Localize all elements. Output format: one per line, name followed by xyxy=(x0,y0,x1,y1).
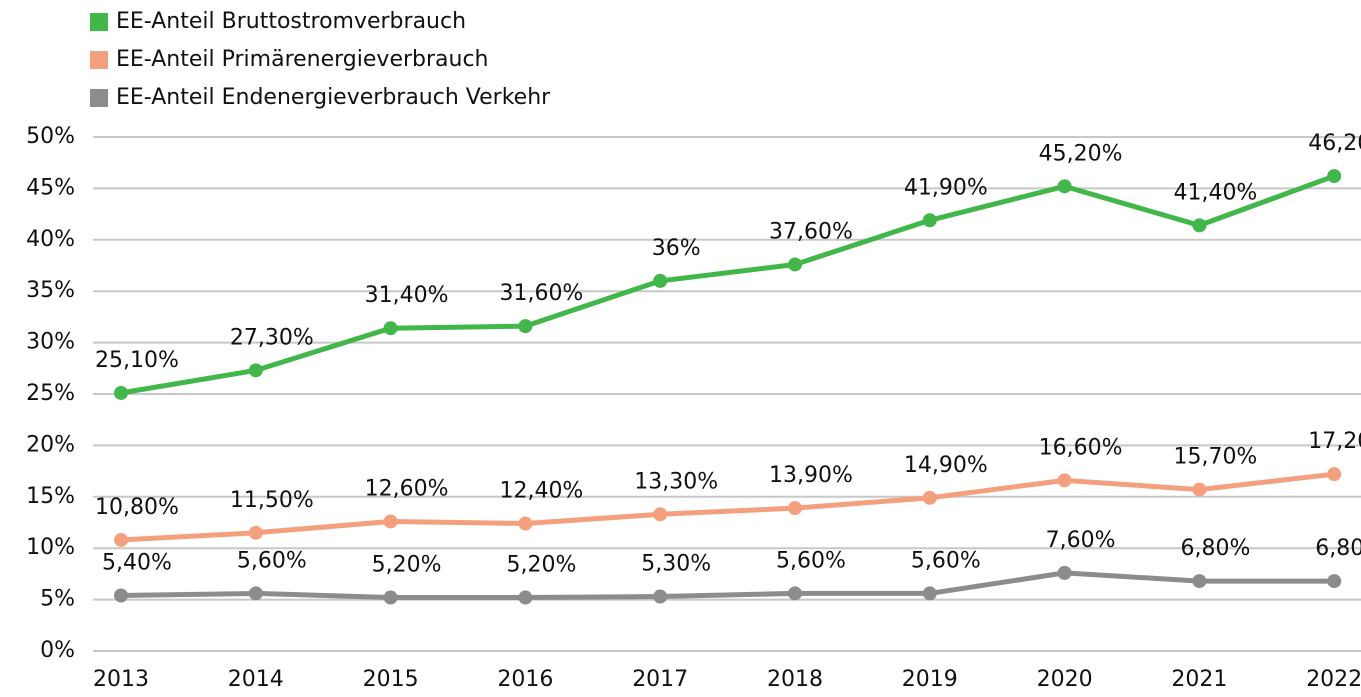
y-tick-label: 20% xyxy=(26,432,75,457)
data-point xyxy=(788,257,802,272)
data-point xyxy=(653,589,668,604)
data-point xyxy=(922,586,937,601)
x-tick-label: 2020 xyxy=(1037,667,1093,692)
data-label: 15,70% xyxy=(1173,445,1257,470)
data-point xyxy=(1057,565,1072,580)
legend-label: EE-Anteil Primärenergieverbrauch xyxy=(116,47,489,72)
data-point xyxy=(248,586,263,601)
data-label: 45,20% xyxy=(1039,141,1123,166)
data-label: 5,40% xyxy=(102,550,172,575)
data-label: 7,60% xyxy=(1046,528,1116,553)
series-line xyxy=(120,471,1335,543)
legend-label: EE-Anteil Endenergieverbrauch Verkehr xyxy=(116,85,551,110)
y-tick-label: 50% xyxy=(26,124,75,149)
y-tick-label: 40% xyxy=(26,227,75,252)
data-label: 13,30% xyxy=(634,469,718,494)
y-tick-label: 45% xyxy=(26,175,75,200)
data-point xyxy=(518,590,533,605)
data-point xyxy=(114,385,128,400)
x-tick-label: 2016 xyxy=(497,667,553,692)
data-label: 14,90% xyxy=(904,453,988,478)
data-label: 5,20% xyxy=(372,553,442,578)
data-label: 41,90% xyxy=(904,175,988,200)
data-point xyxy=(922,490,937,505)
data-point xyxy=(383,514,398,529)
legend-swatch xyxy=(90,89,108,107)
data-label: 5,60% xyxy=(776,548,846,573)
data-point xyxy=(114,532,128,547)
y-tick-label: 10% xyxy=(26,535,75,560)
data-label: 31,60% xyxy=(499,281,583,306)
data-label: 5,60% xyxy=(911,548,981,573)
data-point xyxy=(653,273,668,288)
data-point xyxy=(1057,179,1072,194)
data-label: 31,40% xyxy=(365,283,449,308)
x-tick-label: 2022 xyxy=(1306,667,1361,692)
y-tick-label: 0% xyxy=(40,638,75,663)
series-line xyxy=(120,173,1336,396)
data-point xyxy=(114,588,128,603)
x-tick-label: 2013 xyxy=(93,667,149,692)
data-label: 36% xyxy=(652,236,701,261)
data-point xyxy=(1192,574,1207,589)
data-label: 17,20% xyxy=(1308,429,1361,454)
data-point xyxy=(1327,169,1342,184)
x-tick-label: 2019 xyxy=(902,667,958,692)
data-point xyxy=(788,501,802,516)
x-tick-label: 2018 xyxy=(767,667,823,692)
data-label: 25,10% xyxy=(95,348,179,373)
data-point xyxy=(248,525,263,540)
y-tick-label: 25% xyxy=(26,381,75,406)
data-label: 11,50% xyxy=(230,488,314,513)
data-point xyxy=(383,321,398,336)
data-point xyxy=(518,516,533,531)
data-point xyxy=(383,590,398,605)
series-line xyxy=(120,570,1335,601)
data-label: 27,30% xyxy=(230,325,314,350)
data-point xyxy=(1057,473,1072,488)
x-tick-label: 2015 xyxy=(363,667,419,692)
data-label: 41,40% xyxy=(1173,180,1257,205)
data-point xyxy=(1192,482,1207,497)
legend-swatch xyxy=(90,13,108,31)
data-label: 5,30% xyxy=(641,552,711,577)
data-label: 16,60% xyxy=(1039,435,1123,460)
x-tick-label: 2014 xyxy=(228,667,284,692)
legend-label: EE-Anteil Bruttostromverbrauch xyxy=(116,9,466,34)
y-tick-label: 15% xyxy=(26,484,75,509)
data-point xyxy=(248,363,263,378)
data-label: 46,20% xyxy=(1308,131,1361,156)
data-label: 6,80% xyxy=(1180,536,1250,561)
x-tick-label: 2017 xyxy=(632,667,688,692)
data-label: 10,80% xyxy=(95,495,179,520)
x-tick-label: 2021 xyxy=(1171,667,1227,692)
data-label: 5,60% xyxy=(237,548,307,573)
data-label: 37,60% xyxy=(769,219,853,244)
data-label: 12,60% xyxy=(365,476,449,501)
data-label: 5,20% xyxy=(506,553,576,578)
data-label: 13,90% xyxy=(769,463,853,488)
y-tick-label: 30% xyxy=(26,330,75,355)
data-point xyxy=(653,507,668,522)
y-tick-label: 5% xyxy=(40,587,75,612)
data-point xyxy=(922,213,937,228)
data-point xyxy=(788,586,802,601)
data-point xyxy=(1192,218,1207,233)
data-label: 12,40% xyxy=(499,479,583,504)
data-point xyxy=(1327,467,1342,482)
y-tick-label: 35% xyxy=(26,278,75,303)
legend-swatch xyxy=(90,51,108,69)
data-point xyxy=(1327,574,1342,589)
data-label: 6,80% xyxy=(1315,536,1361,561)
data-point xyxy=(518,319,533,334)
